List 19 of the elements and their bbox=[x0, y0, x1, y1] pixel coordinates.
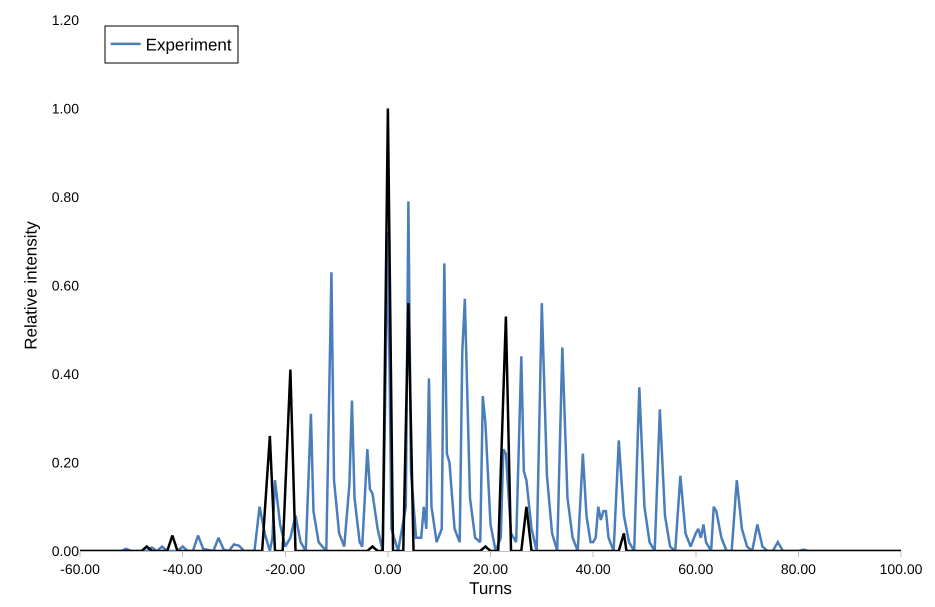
y-tick-label: 0.00 bbox=[52, 542, 80, 559]
y-tick-label: 0.60 bbox=[52, 277, 80, 294]
x-tick-label: -20.00 bbox=[265, 560, 306, 577]
x-tick-label: 100.00 bbox=[880, 560, 923, 577]
y-tick-label: 0.20 bbox=[52, 454, 80, 470]
legend-label: Experiment bbox=[146, 35, 232, 54]
x-tick-label: -60.00 bbox=[60, 560, 100, 577]
y-tick-label: 0.80 bbox=[52, 188, 80, 205]
x-tick-label: 0.00 bbox=[374, 560, 402, 577]
x-axis-title: Turns bbox=[469, 579, 512, 598]
y-tick-label: 1.20 bbox=[52, 12, 80, 28]
x-tick-label: 40.00 bbox=[576, 560, 611, 577]
x-tick-label: 60.00 bbox=[678, 560, 714, 577]
x-tick-label: 20.00 bbox=[472, 560, 508, 577]
y-tick-label: 1.00 bbox=[52, 100, 80, 116]
x-tick-label: 80.00 bbox=[780, 560, 816, 577]
y-axis-title: Relative intensity bbox=[21, 220, 40, 350]
x-tick-label: -40.00 bbox=[162, 560, 203, 577]
y-tick-label: 0.40 bbox=[52, 366, 80, 382]
